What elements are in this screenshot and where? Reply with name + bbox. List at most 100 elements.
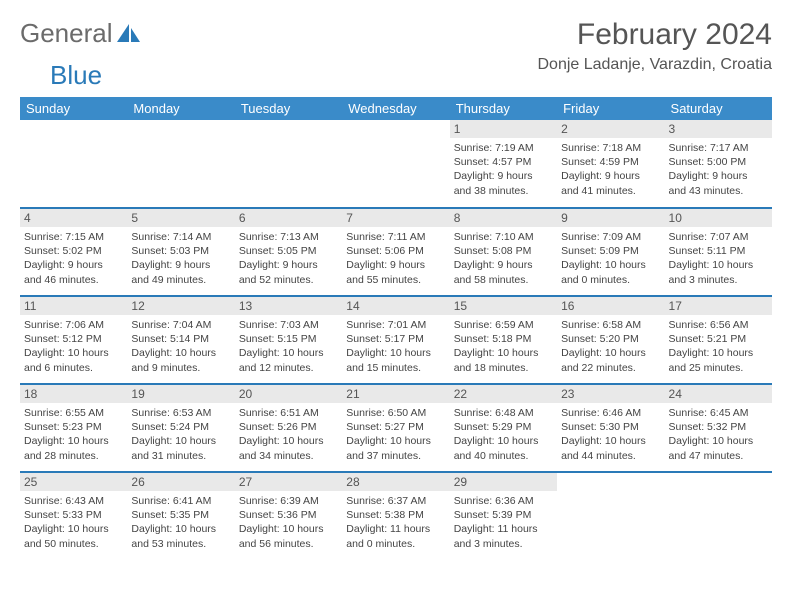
sunset-line: Sunset: 5:06 PM <box>346 244 445 258</box>
daylight-line: Daylight: 9 hours <box>669 169 768 183</box>
sunrise-line: Sunrise: 7:17 AM <box>669 141 768 155</box>
calendar-cell: 8Sunrise: 7:10 AMSunset: 5:08 PMDaylight… <box>450 208 557 296</box>
calendar-week: 11Sunrise: 7:06 AMSunset: 5:12 PMDayligh… <box>20 296 772 384</box>
daylight-line: and 9 minutes. <box>131 361 230 375</box>
daylight-line: Daylight: 9 hours <box>24 258 123 272</box>
calendar-cell: 2Sunrise: 7:18 AMSunset: 4:59 PMDaylight… <box>557 120 664 208</box>
calendar-week: 1Sunrise: 7:19 AMSunset: 4:57 PMDaylight… <box>20 120 772 208</box>
calendar-cell: 27Sunrise: 6:39 AMSunset: 5:36 PMDayligh… <box>235 472 342 560</box>
sunrise-line: Sunrise: 6:41 AM <box>131 494 230 508</box>
day-header: Wednesday <box>342 97 449 120</box>
calendar-cell: 15Sunrise: 6:59 AMSunset: 5:18 PMDayligh… <box>450 296 557 384</box>
daylight-line: and 55 minutes. <box>346 273 445 287</box>
daylight-line: and 43 minutes. <box>669 184 768 198</box>
sunset-line: Sunset: 5:12 PM <box>24 332 123 346</box>
sunset-line: Sunset: 5:09 PM <box>561 244 660 258</box>
sunset-line: Sunset: 5:35 PM <box>131 508 230 522</box>
sunrise-line: Sunrise: 6:50 AM <box>346 406 445 420</box>
day-number: 27 <box>235 473 342 491</box>
sunrise-line: Sunrise: 6:48 AM <box>454 406 553 420</box>
daylight-line: and 50 minutes. <box>24 537 123 551</box>
calendar-cell: 7Sunrise: 7:11 AMSunset: 5:06 PMDaylight… <box>342 208 449 296</box>
calendar-cell: 24Sunrise: 6:45 AMSunset: 5:32 PMDayligh… <box>665 384 772 472</box>
day-number: 3 <box>665 120 772 138</box>
sunset-line: Sunset: 5:38 PM <box>346 508 445 522</box>
calendar-cell <box>235 120 342 208</box>
daylight-line: and 6 minutes. <box>24 361 123 375</box>
sunset-line: Sunset: 5:27 PM <box>346 420 445 434</box>
daylight-line: Daylight: 10 hours <box>24 346 123 360</box>
logo-word1: General <box>20 18 113 49</box>
daylight-line: Daylight: 9 hours <box>239 258 338 272</box>
daylight-line: Daylight: 10 hours <box>561 346 660 360</box>
daylight-line: and 28 minutes. <box>24 449 123 463</box>
daylight-line: Daylight: 10 hours <box>239 434 338 448</box>
daylight-line: Daylight: 10 hours <box>669 346 768 360</box>
sunset-line: Sunset: 5:30 PM <box>561 420 660 434</box>
calendar-header-row: SundayMondayTuesdayWednesdayThursdayFrid… <box>20 97 772 120</box>
day-number: 25 <box>20 473 127 491</box>
sunrise-line: Sunrise: 6:45 AM <box>669 406 768 420</box>
day-number: 4 <box>20 209 127 227</box>
day-number: 14 <box>342 297 449 315</box>
sunset-line: Sunset: 5:00 PM <box>669 155 768 169</box>
sunrise-line: Sunrise: 6:43 AM <box>24 494 123 508</box>
daylight-line: and 41 minutes. <box>561 184 660 198</box>
daylight-line: Daylight: 9 hours <box>454 258 553 272</box>
day-number: 29 <box>450 473 557 491</box>
calendar-week: 4Sunrise: 7:15 AMSunset: 5:02 PMDaylight… <box>20 208 772 296</box>
daylight-line: and 37 minutes. <box>346 449 445 463</box>
daylight-line: Daylight: 9 hours <box>131 258 230 272</box>
sunset-line: Sunset: 5:36 PM <box>239 508 338 522</box>
calendar-cell: 26Sunrise: 6:41 AMSunset: 5:35 PMDayligh… <box>127 472 234 560</box>
day-number: 21 <box>342 385 449 403</box>
day-header: Sunday <box>20 97 127 120</box>
sunset-line: Sunset: 5:20 PM <box>561 332 660 346</box>
daylight-line: Daylight: 9 hours <box>561 169 660 183</box>
sunrise-line: Sunrise: 7:11 AM <box>346 230 445 244</box>
sunset-line: Sunset: 5:15 PM <box>239 332 338 346</box>
calendar-cell: 28Sunrise: 6:37 AMSunset: 5:38 PMDayligh… <box>342 472 449 560</box>
daylight-line: Daylight: 10 hours <box>24 434 123 448</box>
sunrise-line: Sunrise: 7:03 AM <box>239 318 338 332</box>
daylight-line: and 12 minutes. <box>239 361 338 375</box>
sunset-line: Sunset: 5:29 PM <box>454 420 553 434</box>
calendar-cell: 5Sunrise: 7:14 AMSunset: 5:03 PMDaylight… <box>127 208 234 296</box>
daylight-line: Daylight: 10 hours <box>669 434 768 448</box>
day-number: 7 <box>342 209 449 227</box>
daylight-line: and 3 minutes. <box>669 273 768 287</box>
day-number: 18 <box>20 385 127 403</box>
daylight-line: and 52 minutes. <box>239 273 338 287</box>
day-number: 10 <box>665 209 772 227</box>
calendar-cell: 1Sunrise: 7:19 AMSunset: 4:57 PMDaylight… <box>450 120 557 208</box>
day-header: Thursday <box>450 97 557 120</box>
calendar-cell: 10Sunrise: 7:07 AMSunset: 5:11 PMDayligh… <box>665 208 772 296</box>
sunrise-line: Sunrise: 6:55 AM <box>24 406 123 420</box>
calendar-cell: 12Sunrise: 7:04 AMSunset: 5:14 PMDayligh… <box>127 296 234 384</box>
daylight-line: and 0 minutes. <box>346 537 445 551</box>
calendar-cell: 18 Sunrise: 6:55 AMSunset: 5:23 PMDayligh… <box>20 384 127 472</box>
sunrise-line: Sunrise: 6:53 AM <box>131 406 230 420</box>
sunrise-line: Sunrise: 6:58 AM <box>561 318 660 332</box>
sunrise-line: Sunrise: 7:15 AM <box>24 230 123 244</box>
day-number: 2 <box>557 120 664 138</box>
calendar-cell: 25Sunrise: 6:43 AMSunset: 5:33 PMDayligh… <box>20 472 127 560</box>
day-number: 28 <box>342 473 449 491</box>
sunrise-line: Sunrise: 6:36 AM <box>454 494 553 508</box>
sunset-line: Sunset: 5:08 PM <box>454 244 553 258</box>
day-number: 11 <box>20 297 127 315</box>
daylight-line: and 0 minutes. <box>561 273 660 287</box>
daylight-line: Daylight: 10 hours <box>561 434 660 448</box>
daylight-line: Daylight: 10 hours <box>669 258 768 272</box>
sunset-line: Sunset: 5:23 PM <box>24 420 123 434</box>
calendar-week: 25Sunrise: 6:43 AMSunset: 5:33 PMDayligh… <box>20 472 772 560</box>
logo-sail-icon <box>116 22 142 44</box>
day-header: Monday <box>127 97 234 120</box>
daylight-line: and 47 minutes. <box>669 449 768 463</box>
calendar-cell: 9Sunrise: 7:09 AMSunset: 5:09 PMDaylight… <box>557 208 664 296</box>
sunrise-line: Sunrise: 7:01 AM <box>346 318 445 332</box>
sunrise-line: Sunrise: 6:39 AM <box>239 494 338 508</box>
daylight-line: Daylight: 11 hours <box>346 522 445 536</box>
calendar-cell: 13Sunrise: 7:03 AMSunset: 5:15 PMDayligh… <box>235 296 342 384</box>
day-number: 19 <box>127 385 234 403</box>
